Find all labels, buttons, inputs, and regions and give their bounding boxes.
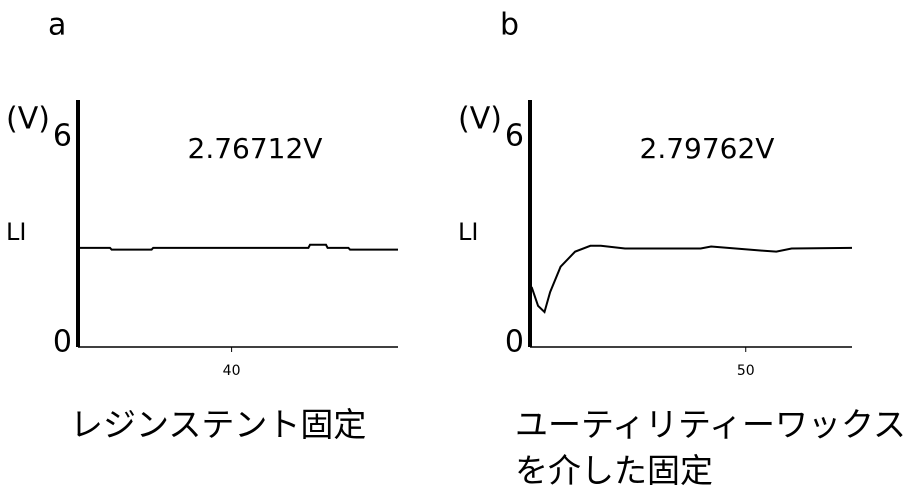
y-unit: (V) [458, 102, 502, 137]
y-tick-label: 0 [505, 325, 524, 360]
caption: レジンステント固定 [70, 405, 367, 444]
y-tick-label: 6 [505, 119, 524, 154]
annotation: 2.76712V [188, 132, 323, 165]
x-tick-label: 40 [223, 363, 241, 379]
y-unit: (V) [6, 102, 50, 137]
y-tick-label: 0 [53, 325, 72, 360]
caption: ユーティリティーワックスを介した固定 [515, 405, 907, 488]
annotation: 2.79762V [640, 132, 775, 165]
panel-label: b [500, 8, 519, 43]
x-tick-label: 50 [737, 363, 755, 379]
panel-label: a [48, 8, 66, 43]
data-line [78, 243, 398, 251]
y-tick-label: 6 [53, 119, 72, 154]
data-line [530, 244, 853, 314]
y-label: LI [458, 218, 478, 246]
y-label: LI [6, 218, 26, 246]
